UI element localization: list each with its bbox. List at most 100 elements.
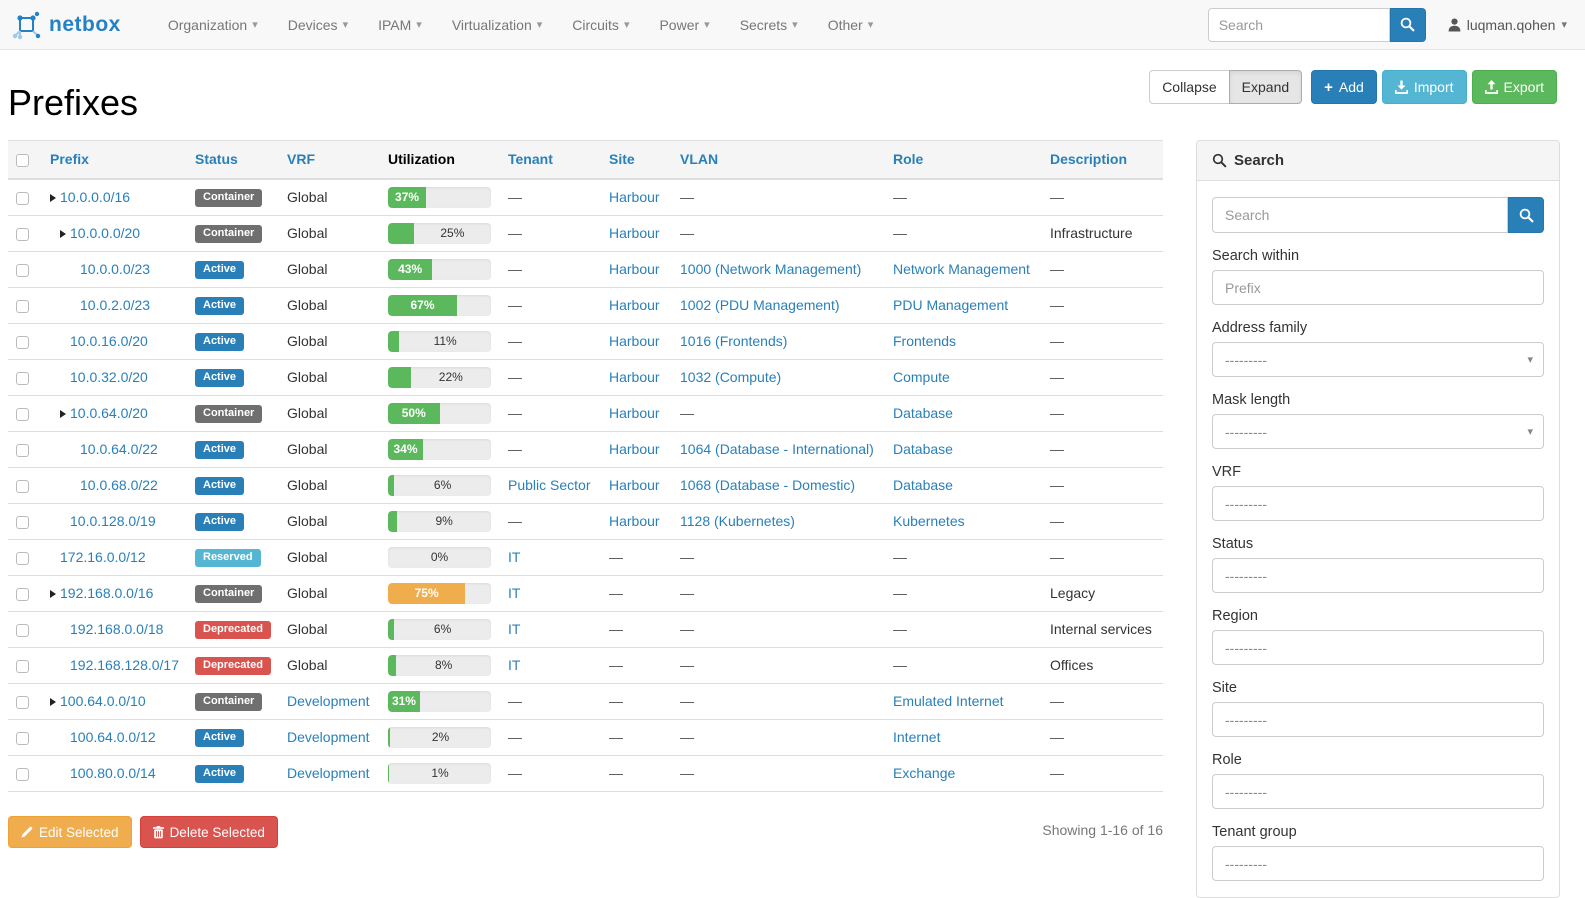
site-link[interactable]: Harbour — [609, 225, 660, 241]
column-header-status[interactable]: Status — [187, 140, 279, 180]
prefix-link[interactable]: 10.0.16.0/20 — [70, 333, 148, 349]
prefix-link[interactable]: 10.0.0.0/20 — [70, 225, 141, 241]
column-header-tenant[interactable]: Tenant — [500, 140, 601, 180]
prefix-link[interactable]: 100.80.0.0/14 — [70, 765, 156, 781]
role-link[interactable]: Database — [893, 477, 953, 493]
role-link[interactable]: Kubernetes — [893, 513, 965, 529]
navbar-search-button[interactable] — [1389, 7, 1426, 42]
role-link[interactable]: Frontends — [893, 333, 957, 349]
column-header-vlan[interactable]: VLAN — [672, 140, 885, 180]
vrf-link[interactable]: Development — [287, 729, 370, 745]
site-select[interactable]: --------- — [1212, 702, 1544, 737]
row-checkbox[interactable] — [16, 335, 29, 349]
site-link[interactable]: Harbour — [609, 441, 660, 457]
vrf-select[interactable]: --------- — [1212, 486, 1544, 521]
import-button[interactable]: Import — [1381, 70, 1467, 104]
role-link[interactable]: PDU Management — [893, 297, 1009, 313]
role-link[interactable]: Database — [893, 441, 953, 457]
vrf-link[interactable]: Development — [287, 765, 370, 781]
netbox-brand[interactable]: netbox — [0, 10, 135, 40]
tenant-link[interactable]: IT — [508, 585, 521, 601]
row-checkbox[interactable] — [16, 227, 29, 241]
prefix-link[interactable]: 10.0.64.0/22 — [80, 441, 158, 457]
region-select[interactable]: --------- — [1212, 630, 1544, 665]
prefix-link[interactable]: 100.64.0.0/10 — [60, 693, 146, 709]
row-checkbox[interactable] — [16, 587, 29, 601]
role-link[interactable]: Internet — [893, 729, 941, 745]
column-header-description[interactable]: Description — [1042, 140, 1163, 180]
nav-item-ipam[interactable]: IPAM ▾ — [363, 0, 437, 50]
prefix-link[interactable]: 100.64.0.0/12 — [70, 729, 156, 745]
prefix-link[interactable]: 10.0.2.0/23 — [80, 297, 151, 313]
tenant-link[interactable]: Public Sector — [508, 477, 591, 493]
row-checkbox[interactable] — [16, 479, 29, 493]
tenant-link[interactable]: IT — [508, 549, 521, 565]
site-link[interactable]: Harbour — [609, 405, 660, 421]
vlan-link[interactable]: 1016 (Frontends) — [680, 333, 788, 349]
prefix-link[interactable]: 10.0.0.0/23 — [80, 261, 151, 277]
vlan-link[interactable]: 1032 (Compute) — [680, 369, 782, 385]
nav-item-power[interactable]: Power ▾ — [644, 0, 724, 50]
row-checkbox[interactable] — [16, 767, 29, 781]
row-checkbox[interactable] — [16, 623, 29, 637]
prefix-link[interactable]: 10.0.68.0/22 — [80, 477, 158, 493]
row-checkbox[interactable] — [16, 299, 29, 313]
filter-search-input[interactable] — [1212, 197, 1508, 233]
nav-item-devices[interactable]: Devices ▾ — [273, 0, 363, 50]
vlan-link[interactable]: 1128 (Kubernetes) — [680, 513, 795, 529]
site-link[interactable]: Harbour — [609, 333, 660, 349]
row-checkbox[interactable] — [16, 371, 29, 385]
site-link[interactable]: Harbour — [609, 477, 660, 493]
user-menu[interactable]: luqman.qohen ▾ — [1448, 17, 1567, 33]
status-select[interactable]: --------- — [1212, 558, 1544, 593]
tenant-group-select[interactable]: --------- — [1212, 846, 1544, 881]
role-select[interactable]: --------- — [1212, 774, 1544, 809]
export-button[interactable]: Export — [1471, 70, 1557, 104]
vlan-link[interactable]: 1064 (Database - International) — [680, 441, 874, 457]
row-checkbox[interactable] — [16, 191, 29, 205]
row-checkbox[interactable] — [16, 659, 29, 673]
role-link[interactable]: Exchange — [893, 765, 956, 781]
row-checkbox[interactable] — [16, 731, 29, 745]
filter-search-button[interactable] — [1508, 197, 1544, 233]
address-family-select[interactable]: --------- ▾ — [1212, 342, 1544, 377]
prefix-link[interactable]: 192.168.128.0/17 — [70, 657, 179, 673]
role-link[interactable]: Database — [893, 405, 953, 421]
prefix-link[interactable]: 10.0.32.0/20 — [70, 369, 148, 385]
prefix-link[interactable]: 10.0.128.0/19 — [70, 513, 156, 529]
column-header-site[interactable]: Site — [601, 140, 672, 180]
nav-item-organization[interactable]: Organization ▾ — [153, 0, 273, 50]
mask-length-select[interactable]: --------- ▾ — [1212, 414, 1544, 449]
column-header-vrf[interactable]: VRF — [279, 140, 380, 180]
add-button[interactable]: + Add — [1311, 70, 1377, 104]
nav-item-secrets[interactable]: Secrets ▾ — [725, 0, 813, 50]
row-checkbox[interactable] — [16, 263, 29, 277]
expand-button[interactable]: Expand — [1228, 70, 1303, 104]
site-link[interactable]: Harbour — [609, 297, 660, 313]
prefix-link[interactable]: 10.0.64.0/20 — [70, 405, 148, 421]
site-link[interactable]: Harbour — [609, 513, 660, 529]
navbar-search-input[interactable] — [1207, 7, 1390, 42]
prefix-link[interactable]: 172.16.0.0/12 — [60, 549, 146, 565]
nav-item-virtualization[interactable]: Virtualization ▾ — [437, 0, 557, 50]
select-all-checkbox[interactable] — [16, 154, 29, 168]
vlan-link[interactable]: 1068 (Database - Domestic) — [680, 477, 856, 493]
row-checkbox[interactable] — [16, 407, 29, 421]
collapse-button[interactable]: Collapse — [1149, 70, 1230, 104]
delete-selected-button[interactable]: Delete Selected — [139, 816, 278, 848]
prefix-link[interactable]: 192.168.0.0/16 — [60, 585, 154, 601]
edit-selected-button[interactable]: Edit Selected — [8, 816, 132, 848]
site-link[interactable]: Harbour — [609, 189, 660, 205]
role-link[interactable]: Compute — [893, 369, 950, 385]
vrf-link[interactable]: Development — [287, 693, 370, 709]
role-link[interactable]: Emulated Internet — [893, 693, 1004, 709]
row-checkbox[interactable] — [16, 551, 29, 565]
prefix-link[interactable]: 192.168.0.0/18 — [70, 621, 164, 637]
vlan-link[interactable]: 1000 (Network Management) — [680, 261, 862, 277]
column-header-role[interactable]: Role — [885, 140, 1042, 180]
tenant-link[interactable]: IT — [508, 621, 521, 637]
row-checkbox[interactable] — [16, 695, 29, 709]
row-checkbox[interactable] — [16, 443, 29, 457]
nav-item-other[interactable]: Other ▾ — [813, 0, 889, 50]
prefix-link[interactable]: 10.0.0.0/16 — [60, 189, 131, 205]
